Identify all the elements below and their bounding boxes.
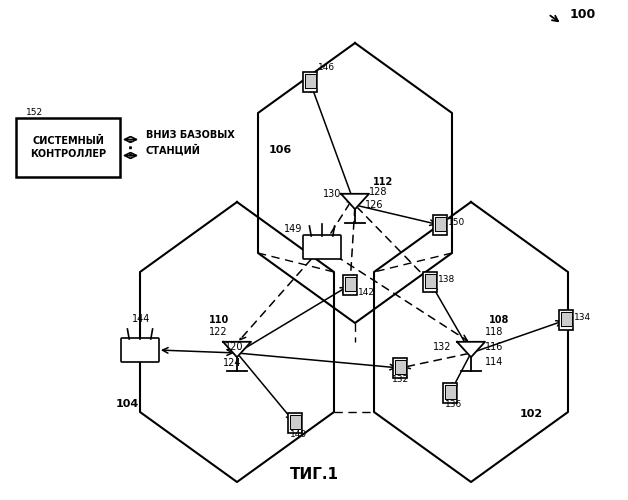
FancyBboxPatch shape (303, 235, 341, 259)
Polygon shape (435, 217, 445, 231)
Text: 150: 150 (448, 218, 465, 227)
Text: 100: 100 (570, 8, 596, 21)
FancyBboxPatch shape (393, 358, 407, 378)
Text: 120: 120 (225, 342, 244, 352)
Text: 126: 126 (365, 200, 384, 210)
Polygon shape (457, 342, 485, 357)
Text: 118: 118 (485, 327, 504, 337)
Text: 146: 146 (318, 63, 335, 72)
Text: 132: 132 (433, 342, 452, 352)
FancyBboxPatch shape (443, 383, 457, 403)
FancyBboxPatch shape (288, 413, 302, 433)
Text: 110: 110 (209, 315, 229, 325)
Polygon shape (290, 415, 301, 429)
Text: 142: 142 (358, 288, 375, 297)
Text: 122: 122 (209, 327, 227, 337)
Text: 124: 124 (223, 358, 242, 368)
Text: 116: 116 (485, 342, 504, 352)
Polygon shape (561, 312, 571, 326)
FancyBboxPatch shape (559, 310, 573, 330)
Text: 104: 104 (116, 399, 139, 409)
Text: 136: 136 (445, 400, 462, 409)
Polygon shape (394, 360, 406, 374)
Text: 108: 108 (489, 315, 509, 325)
Text: 140: 140 (290, 430, 307, 439)
FancyBboxPatch shape (433, 215, 447, 235)
FancyBboxPatch shape (343, 275, 357, 295)
Text: 149: 149 (284, 224, 302, 234)
Text: 144: 144 (132, 314, 150, 324)
Text: 138: 138 (438, 275, 455, 284)
Text: 114: 114 (485, 357, 504, 367)
Text: 106: 106 (268, 145, 291, 155)
Polygon shape (445, 385, 455, 399)
FancyBboxPatch shape (16, 118, 120, 177)
Text: 134: 134 (574, 313, 591, 322)
FancyBboxPatch shape (121, 338, 159, 362)
Text: 128: 128 (369, 187, 387, 197)
FancyBboxPatch shape (303, 72, 317, 92)
Text: 152: 152 (26, 108, 43, 117)
Text: 102: 102 (519, 409, 543, 419)
Text: 112: 112 (373, 177, 393, 187)
Text: СИСТЕМНЫЙ
КОНТРОЛЛЕР: СИСТЕМНЫЙ КОНТРОЛЛЕР (30, 136, 106, 159)
Polygon shape (305, 74, 315, 88)
Text: ΤИГ.1: ΤИГ.1 (290, 467, 338, 482)
Polygon shape (223, 342, 251, 357)
Text: 130: 130 (323, 189, 342, 199)
Text: 132: 132 (392, 375, 409, 384)
Text: ВНИЗ БАЗОВЫХ
СТАНЦИЙ: ВНИЗ БАЗОВЫХ СТАНЦИЙ (146, 130, 235, 155)
Polygon shape (425, 274, 435, 288)
Polygon shape (345, 277, 355, 291)
Polygon shape (341, 194, 369, 209)
FancyBboxPatch shape (423, 272, 437, 292)
